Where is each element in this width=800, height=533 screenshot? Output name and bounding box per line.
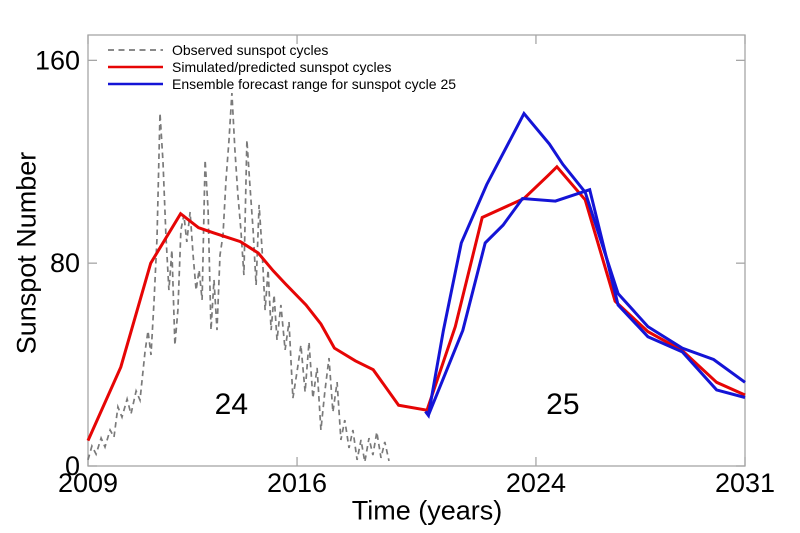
legend-label: Ensemble forecast range for sunspot cycl… (172, 76, 456, 92)
x-tick-label: 2016 (267, 468, 327, 498)
series-line-observed (87, 93, 390, 463)
cycle-label-25: 25 (546, 388, 579, 421)
y-tick-label: 80 (50, 248, 80, 278)
x-tick-label: 2024 (506, 468, 566, 498)
y-tick-label: 0 (65, 451, 80, 481)
legend-label: Observed sunspot cycles (172, 42, 328, 58)
plot-frame (87, 34, 746, 467)
x-tick-label: 2031 (715, 468, 775, 498)
x-tick-label: 2009 (58, 468, 118, 498)
legend-label: Simulated/predicted sunspot cycles (172, 59, 391, 75)
cycle-label-24: 24 (215, 388, 248, 421)
y-tick-label: 160 (35, 45, 80, 75)
y-axis-label: Sunspot Number (11, 151, 42, 355)
series-line-ensemble-lower (424, 187, 746, 419)
series-line-ensemble-upper (424, 110, 746, 419)
series-line-predicted (86, 164, 746, 442)
x-axis-label: Time (years) (351, 495, 503, 526)
